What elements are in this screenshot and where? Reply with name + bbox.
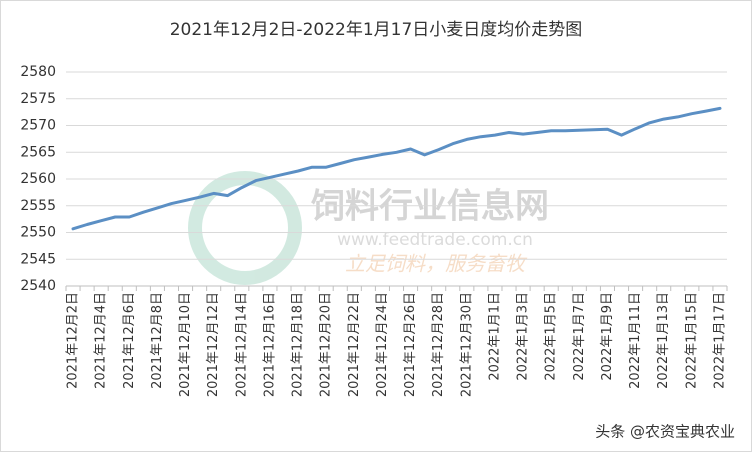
- x-tick-label: 2021年12月10日: [178, 292, 193, 397]
- watermark-text: 立足饲料，服务畜牧: [345, 252, 528, 276]
- x-tick-label: 2022年1月7日: [572, 292, 587, 381]
- x-tick-label: 2022年1月15日: [684, 292, 699, 389]
- y-tick-label: 2555: [20, 198, 56, 214]
- y-tick-label: 2570: [20, 118, 56, 134]
- x-tick-label: 2021年12月30日: [459, 292, 474, 397]
- y-tick-label: 2565: [20, 144, 56, 160]
- x-tick-label: 2022年1月17日: [712, 292, 727, 389]
- x-tick-label: 2021年12月20日: [319, 292, 334, 397]
- x-tick-label: 2021年12月16日: [262, 292, 277, 397]
- x-tick-label: 2021年12月18日: [291, 292, 306, 397]
- watermark-logo: [188, 171, 302, 285]
- x-tick-label: 2021年12月6日: [122, 292, 137, 389]
- y-tick-label: 2575: [20, 91, 56, 107]
- x-tick-label: 2021年12月24日: [375, 292, 390, 397]
- y-tick-label: 2580: [20, 64, 56, 80]
- x-tick-label: 2022年1月1日: [487, 292, 502, 381]
- x-tick-label: 2021年12月4日: [94, 292, 109, 389]
- y-tick-label: 2560: [20, 171, 56, 187]
- x-tick-label: 2022年1月3日: [516, 292, 531, 381]
- x-tick-label: 2022年1月5日: [544, 292, 559, 381]
- y-tick-label: 2540: [20, 278, 56, 294]
- x-tick-label: 2021年12月8日: [150, 292, 165, 389]
- chart-title: 2021年12月2日-2022年1月17日小麦日度均价走势图: [170, 20, 583, 40]
- watermark-text: www.feedtrade.com.cn: [337, 230, 533, 250]
- x-tick-label: 2021年12月22日: [347, 292, 362, 397]
- y-tick-label: 2550: [20, 225, 56, 241]
- x-tick-label: 2022年1月13日: [656, 292, 671, 389]
- x-tick-label: 2022年1月11日: [628, 292, 643, 389]
- footer: 头条 @农资宝典农业: [595, 423, 735, 441]
- x-tick-label: 2022年1月9日: [600, 292, 615, 381]
- line: [71, 106, 722, 231]
- x-tick-label: 2021年12月14日: [234, 292, 249, 397]
- x-tick-label: 2021年12月28日: [431, 292, 446, 397]
- watermark-text: 饲料行业信息网: [311, 187, 549, 227]
- x-tick-label: 2021年12月12日: [206, 292, 221, 397]
- y-tick-label: 2545: [20, 251, 56, 267]
- x-tick-label: 2021年12月26日: [403, 292, 418, 397]
- x-tick-label: 2021年12月2日: [66, 292, 81, 389]
- watermark: 饲料行业信息网 www.feedtrade.com.cn 立足饲料，服务畜牧: [188, 171, 549, 285]
